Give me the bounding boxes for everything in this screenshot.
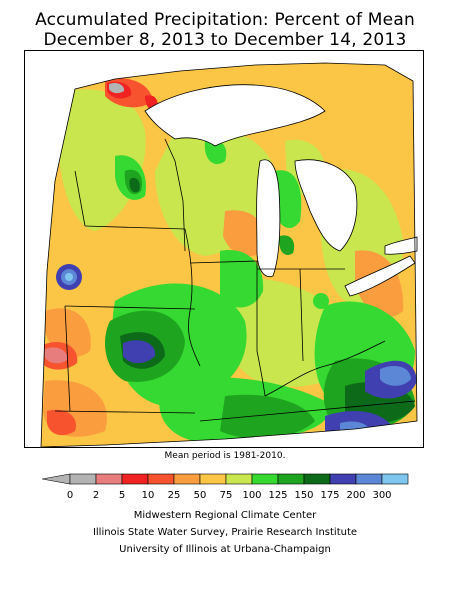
- legend-label: 200: [346, 490, 365, 501]
- legend-label: 125: [268, 490, 287, 501]
- legend-swatch: [147, 473, 175, 485]
- map-date-range: December 8, 2013 to December 14, 2013: [43, 30, 407, 50]
- color-legend: 0 2 5 10 25 50 75 100 125 150 175 200 300: [41, 473, 409, 501]
- great-lakes: [144, 84, 418, 297]
- legend-label: 100: [242, 490, 261, 501]
- credit-mrcc: Midwestern Regional Climate Center: [133, 510, 317, 521]
- map-title: Accumulated Precipitation: Percent of Me…: [35, 10, 415, 30]
- legend-swatch: [199, 473, 227, 485]
- legend-swatch: [69, 473, 97, 485]
- legend-label: 2: [93, 490, 99, 501]
- legend-swatch: [355, 473, 383, 485]
- precipitation-map: [24, 50, 424, 448]
- legend-swatch: [277, 473, 305, 485]
- credit-uiuc: University of Illinois at Urbana-Champai…: [119, 544, 331, 555]
- legend-arrow: [41, 473, 71, 485]
- legend-label: 175: [320, 490, 339, 501]
- state-boundaries: [40, 62, 418, 447]
- legend-label: 150: [294, 490, 313, 501]
- legend-swatch: [173, 473, 201, 485]
- legend-label: 300: [372, 490, 391, 501]
- legend-swatch: [381, 473, 409, 485]
- legend-label: 75: [220, 490, 233, 501]
- mean-period-note: Mean period is 1981-2010.: [164, 451, 286, 461]
- legend-swatch: [95, 473, 123, 485]
- legend-swatch: [121, 473, 149, 485]
- legend-label: 25: [168, 490, 181, 501]
- legend-swatch: [225, 473, 253, 485]
- credit-isws: Illinois State Water Survey, Prairie Res…: [92, 527, 358, 538]
- legend-label: 5: [119, 490, 125, 501]
- legend-swatch: [303, 473, 331, 485]
- legend-swatch: [251, 473, 279, 485]
- legend-label: 0: [67, 490, 73, 501]
- legend-label: 50: [194, 490, 207, 501]
- legend-label: 10: [142, 490, 155, 501]
- legend-swatch: [329, 473, 357, 485]
